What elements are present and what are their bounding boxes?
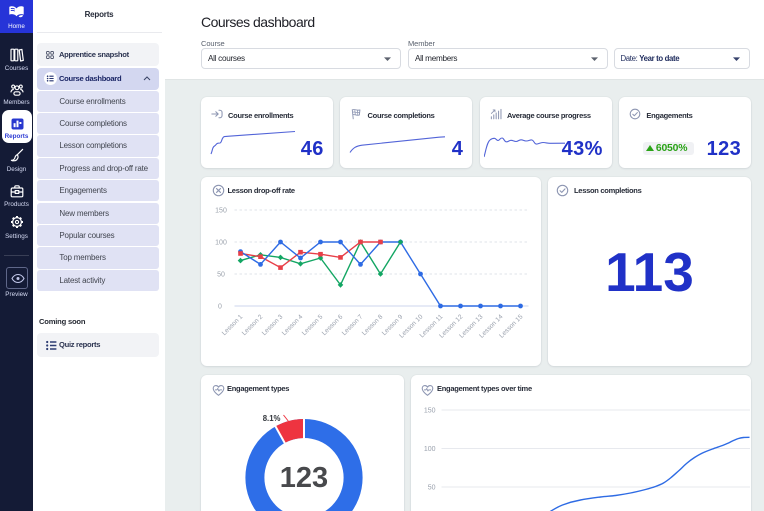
svg-text:50: 50 <box>217 272 225 279</box>
svg-text:50: 50 <box>427 485 435 492</box>
svg-text:150: 150 <box>215 208 227 215</box>
svg-text:8.1%: 8.1% <box>262 414 280 423</box>
svg-text:100: 100 <box>423 446 435 453</box>
svg-text:150: 150 <box>423 408 435 415</box>
svg-text:100: 100 <box>215 240 227 247</box>
svg-text:123: 123 <box>279 462 327 494</box>
svg-text:0: 0 <box>218 304 222 311</box>
